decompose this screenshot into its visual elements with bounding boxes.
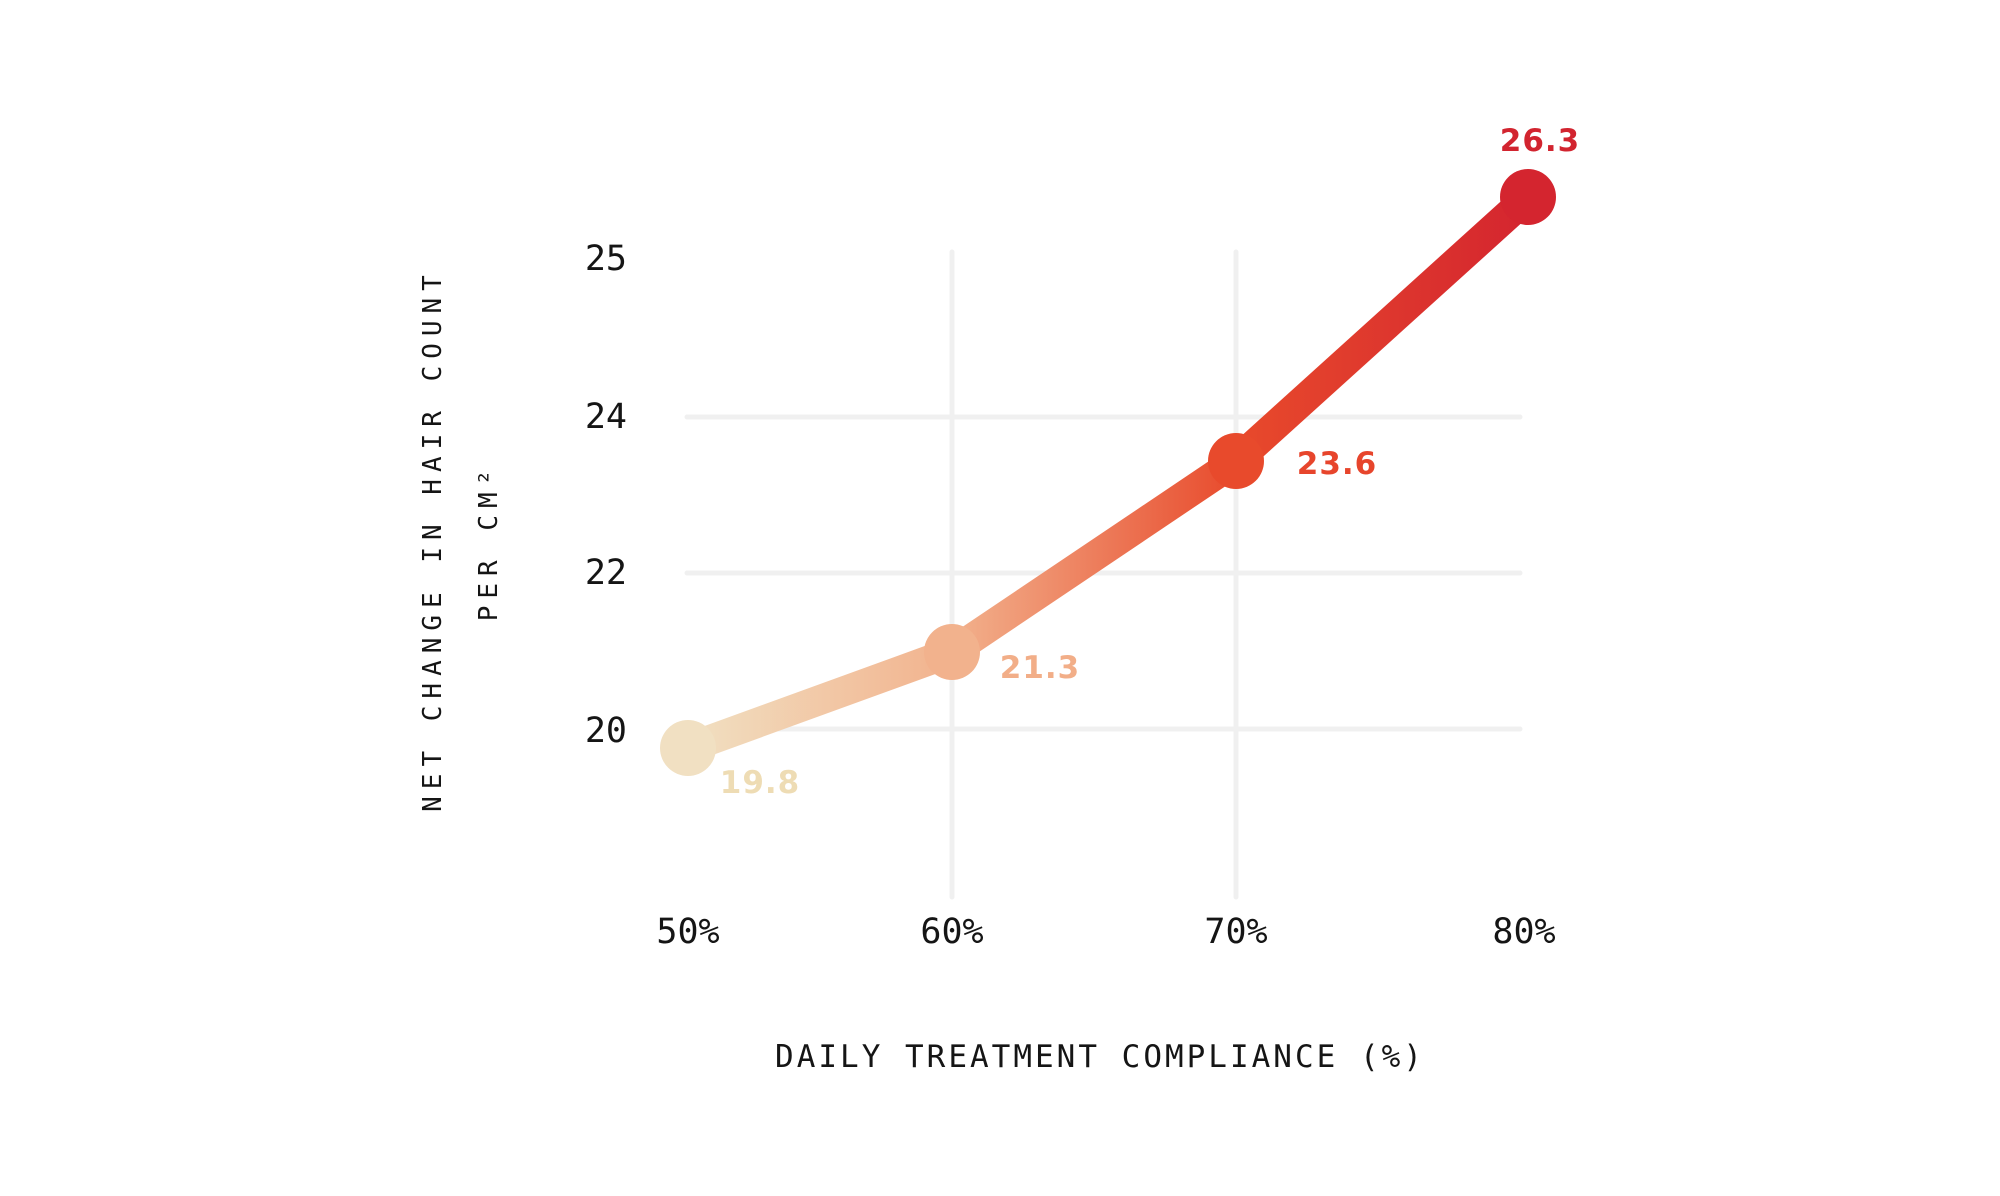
x-tick-label: 60%: [920, 912, 984, 952]
data-point-dots: [660, 169, 1556, 776]
y-tick-label: 20: [584, 711, 627, 751]
data-point-dot: [1500, 169, 1556, 225]
y-axis-title-line1: NET CHANGE IN HAIR COUNT: [418, 268, 448, 812]
data-point-dot: [924, 624, 980, 680]
data-point-label: 19.8: [719, 765, 801, 801]
y-tick-label: 22: [584, 553, 627, 593]
x-tick-label: 80%: [1492, 912, 1556, 952]
x-tick-label: 70%: [1204, 912, 1268, 952]
data-point-dot: [1208, 433, 1264, 489]
x-axis-title: DAILY TREATMENT COMPLIANCE (%): [775, 1039, 1425, 1075]
data-point-label: 23.6: [1296, 446, 1378, 482]
data-point-label: 21.3: [999, 650, 1081, 686]
series-line: [673, 182, 1543, 763]
data-point-dot: [660, 720, 716, 776]
data-point-label: 26.3: [1499, 123, 1581, 159]
y-tick-label: 24: [584, 397, 627, 437]
series-group: [673, 182, 1543, 763]
x-tick-label: 50%: [656, 912, 720, 952]
gridlines: [684, 249, 1523, 900]
y-tick-label: 25: [584, 239, 627, 279]
y-axis-title-line2: PER CM²: [474, 462, 504, 622]
